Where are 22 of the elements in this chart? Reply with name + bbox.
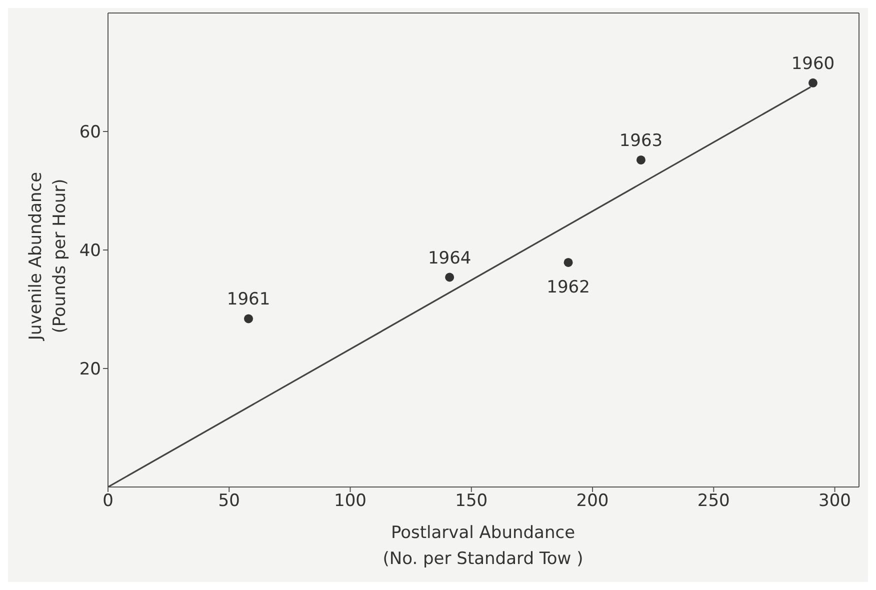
y-tick-label: 20 (79, 360, 101, 380)
annotation: 1962 (546, 277, 590, 298)
point (636, 155, 646, 164)
annotation: 1961 (226, 290, 270, 310)
x-tick-label: 200 (576, 491, 609, 512)
x-tick-label: 300 (818, 491, 851, 512)
point (564, 258, 573, 267)
annotation: 1963 (619, 130, 663, 151)
y-tick-label: 60 (79, 122, 101, 143)
y-tick-label: 40 (79, 241, 101, 262)
point (244, 314, 254, 324)
annotation: 1960 (791, 54, 835, 74)
x-tick-label: 100 (334, 491, 366, 512)
x-tick-label: 250 (697, 491, 730, 512)
x-axis-title: Postlarval Abundance (No. per Standard Tow ) (382, 522, 584, 571)
x-tick-label: 150 (455, 491, 488, 512)
annotation: 1964 (428, 248, 472, 268)
x-tick-label: 0 (102, 491, 114, 512)
x-tick-label: 50 (218, 491, 240, 512)
y-axis-title: Juvenile Abundance (Pounds per Hour) (25, 170, 71, 343)
point (808, 78, 818, 88)
point (445, 272, 454, 282)
